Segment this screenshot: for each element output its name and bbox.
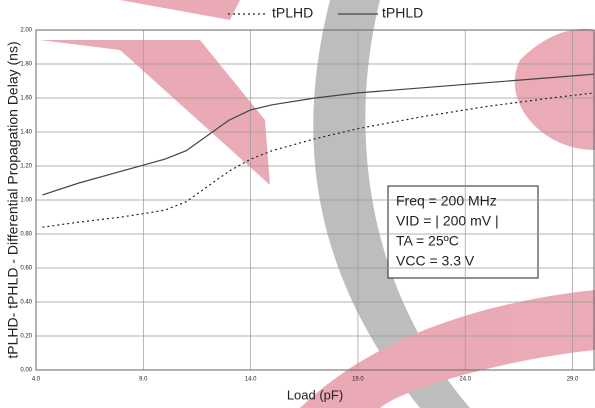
annotation-line: VCC = 3.3 V — [396, 253, 475, 269]
legend-label: tPHLD — [382, 5, 423, 21]
annotation-line: Freq = 200 MHz — [396, 193, 497, 209]
x-tick-label: 24.0 — [459, 377, 471, 383]
y-tick-label: 1.40 — [20, 130, 32, 136]
y-tick-label: 0.20 — [20, 334, 32, 340]
y-tick-label: 1.00 — [20, 198, 32, 204]
y-axis-label: tPLHD- tPHLD - Differential Propagation … — [5, 41, 21, 358]
x-tick-label: 19.0 — [352, 377, 364, 383]
y-tick-label: 1.80 — [20, 62, 32, 68]
plot-frame — [35, 29, 595, 371]
y-tick-label: 1.20 — [20, 164, 32, 170]
x-tick-label: 9.0 — [139, 377, 148, 383]
annotation-box — [387, 185, 539, 279]
annotation-line: VID = | 200 mV | — [396, 213, 499, 229]
y-tick-label: 0.00 — [20, 368, 32, 374]
watermark — [40, 0, 595, 408]
x-tick-label: 4.0 — [32, 377, 41, 383]
x-tick-label: 29.0 — [567, 377, 579, 383]
data-line — [42, 73, 595, 196]
y-tick-label: 0.60 — [20, 266, 32, 272]
y-tick-label: 0.80 — [20, 232, 32, 238]
annotation-line: TA = 25ºC — [396, 233, 459, 249]
y-tick-label: 2.00 — [20, 28, 32, 34]
x-axis-label: Load (pF) — [287, 387, 343, 402]
x-tick-label: 14.0 — [245, 377, 257, 383]
legend-label: tPLHD — [272, 5, 313, 21]
y-tick-label: 0.40 — [20, 300, 32, 306]
y-tick-label: 1.60 — [20, 96, 32, 102]
